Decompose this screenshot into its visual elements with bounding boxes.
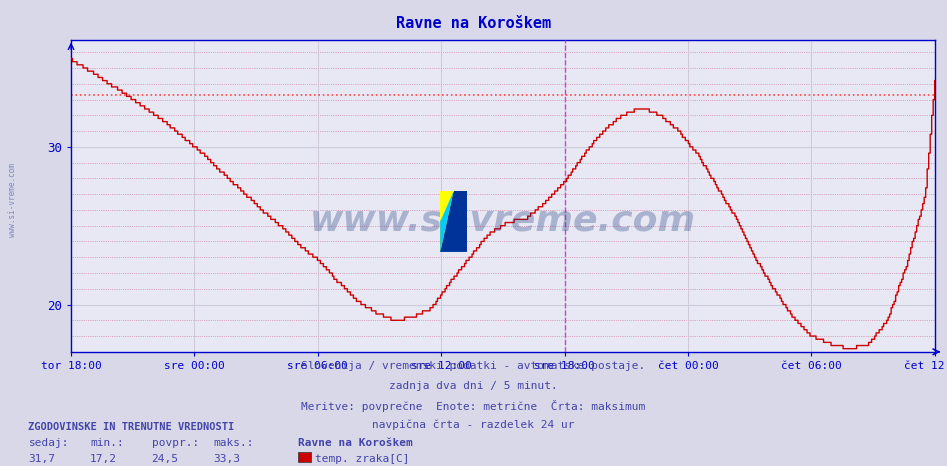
Polygon shape bbox=[440, 191, 454, 252]
Text: maks.:: maks.: bbox=[213, 438, 254, 448]
Text: Meritve: povprečne  Enote: metrične  Črta: maksimum: Meritve: povprečne Enote: metrične Črta:… bbox=[301, 400, 646, 412]
Text: min.:: min.: bbox=[90, 438, 124, 448]
Text: 17,2: 17,2 bbox=[90, 454, 117, 464]
Text: sedaj:: sedaj: bbox=[28, 438, 69, 448]
Text: povpr.:: povpr.: bbox=[152, 438, 199, 448]
Text: 31,7: 31,7 bbox=[28, 454, 56, 464]
Text: navpična črta - razdelek 24 ur: navpična črta - razdelek 24 ur bbox=[372, 420, 575, 431]
Text: 33,3: 33,3 bbox=[213, 454, 241, 464]
Polygon shape bbox=[440, 191, 454, 252]
Polygon shape bbox=[440, 191, 467, 252]
Polygon shape bbox=[440, 191, 467, 252]
Text: temp. zraka[C]: temp. zraka[C] bbox=[315, 454, 410, 464]
Text: Slovenija / vremenski podatki - avtomatske postaje.: Slovenija / vremenski podatki - avtomats… bbox=[301, 361, 646, 371]
Polygon shape bbox=[440, 191, 454, 221]
Text: www.si-vreme.com: www.si-vreme.com bbox=[8, 164, 17, 237]
Polygon shape bbox=[440, 191, 454, 221]
Text: zadnja dva dni / 5 minut.: zadnja dva dni / 5 minut. bbox=[389, 381, 558, 391]
Text: ZGODOVINSKE IN TRENUTNE VREDNOSTI: ZGODOVINSKE IN TRENUTNE VREDNOSTI bbox=[28, 422, 235, 432]
Text: 24,5: 24,5 bbox=[152, 454, 179, 464]
Polygon shape bbox=[440, 191, 454, 221]
Text: www.si-vreme.com: www.si-vreme.com bbox=[310, 204, 696, 238]
Text: Ravne na Koroškem: Ravne na Koroškem bbox=[298, 438, 413, 448]
Text: Ravne na Koroškem: Ravne na Koroškem bbox=[396, 16, 551, 31]
Polygon shape bbox=[440, 191, 467, 252]
